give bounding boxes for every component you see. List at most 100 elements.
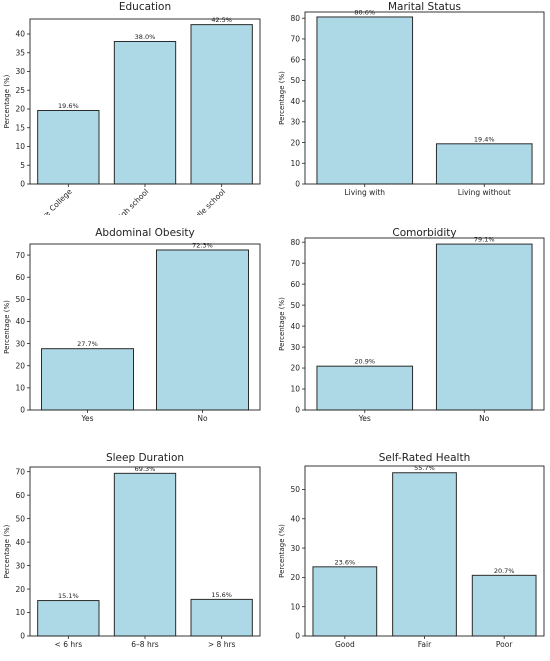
data-label: 69.3% (135, 465, 156, 473)
x-tick-label: < 6 hrs (55, 640, 83, 647)
bar-6-hrs (37, 600, 100, 637)
data-label: 38.0% (135, 33, 156, 41)
y-tick-label: 0 (20, 180, 25, 189)
data-label: 79.1% (474, 236, 495, 244)
self-rated-health-chart: Self-Rated Health Percentage (%) 23.6% Good… (278, 452, 545, 649)
y-tick-label: 70 (290, 35, 300, 44)
y-tick-label: 40 (15, 30, 25, 39)
y-tick-label: 50 (290, 301, 300, 310)
y-tick-label: 30 (290, 544, 300, 553)
bar-yes (41, 348, 134, 411)
y-axis-label: Percentage (%) (3, 74, 11, 128)
chart-panel-education: Education Percentage (%) 19.6% ≥ College 38.… (0, 0, 275, 236)
y-tick-label: 20 (15, 585, 25, 594)
y-tick-label: 50 (290, 485, 300, 494)
y-tick-label: 40 (290, 322, 300, 331)
x-tick-label: Yes (80, 414, 93, 423)
bar-high-school (113, 41, 177, 185)
y-tick-label: 30 (290, 118, 300, 127)
chart-title: Comorbidity (392, 227, 456, 239)
plot-frame (304, 11, 545, 185)
chart-title: Self-Rated Health (379, 452, 471, 464)
data-label: 20.9% (354, 358, 375, 366)
y-tick-label: 70 (15, 467, 25, 476)
bar-good (312, 566, 378, 637)
y-tick-label: 0 (20, 406, 25, 415)
bar-poor (471, 574, 537, 637)
x-tick-label: No (479, 414, 490, 423)
chart-panel-abdominal-obesity: Abdominal Obesity Percentage (%) 27.7% Yes 7… (0, 222, 275, 437)
y-tick-label: 60 (290, 280, 300, 289)
y-tick-label: 70 (290, 259, 300, 268)
y-tick-label: 20 (290, 138, 300, 147)
x-tick-label: Living without (458, 188, 511, 197)
education-chart: Education Percentage (%) 19.6% ≥ College 38.… (3, 1, 261, 236)
y-tick-label: 20 (290, 573, 300, 582)
y-tick-label: 30 (15, 561, 25, 570)
y-axis-label: Percentage (%) (3, 524, 11, 578)
y-tick-label: 5 (20, 161, 25, 170)
chart-panel-comorbidity: Comorbidity Percentage (%) 20.9% Yes 79.1% No… (275, 222, 550, 437)
plot-frame (304, 465, 545, 637)
data-label: 19.4% (474, 135, 495, 143)
bar-no (156, 249, 249, 411)
y-axis-label: Percentage (%) (278, 524, 286, 578)
x-tick-label: ≥ College (41, 187, 74, 215)
x-tick-label: Poor (496, 640, 513, 647)
y-tick-label: 50 (15, 295, 25, 304)
y-tick-label: 35 (15, 48, 25, 57)
data-label: 55.7% (414, 464, 435, 472)
bar-college (37, 110, 100, 185)
y-tick-label: 40 (15, 317, 25, 326)
data-label: 19.6% (58, 102, 79, 110)
y-tick-label: 30 (290, 343, 300, 352)
y-tick-label: 10 (15, 608, 25, 617)
y-tick-label: 70 (15, 251, 25, 260)
chart-panel-self-rated-health: Self-Rated Health Percentage (%) 23.6% Good… (275, 446, 550, 661)
y-tick-label: 80 (290, 14, 300, 23)
bar-middle-school (190, 24, 253, 185)
data-label: 15.1% (58, 592, 79, 600)
sleep-duration-chart: Sleep Duration Percentage (%) 15.1% < 6 hrs… (3, 452, 261, 649)
chart-title: Education (119, 1, 171, 13)
y-tick-label: 50 (290, 76, 300, 85)
y-tick-label: 30 (15, 67, 25, 76)
bar-living-with (316, 16, 414, 185)
y-tick-label: 60 (290, 55, 300, 64)
y-axis-label: Percentage (%) (3, 300, 11, 354)
data-label: 20.7% (494, 567, 515, 575)
chart-title: Marital Status (388, 1, 461, 13)
data-label: 42.5% (211, 16, 232, 24)
data-label: 27.7% (77, 340, 98, 348)
y-tick-label: 10 (290, 385, 300, 394)
y-tick-label: 10 (290, 159, 300, 168)
y-tick-label: 10 (15, 384, 25, 393)
y-tick-label: 20 (290, 364, 300, 373)
x-tick-label: ≤ Middle school (178, 187, 227, 215)
y-tick-label: 10 (290, 602, 300, 611)
y-tick-label: 40 (15, 538, 25, 547)
chart-panel-sleep-duration: Sleep Duration Percentage (%) 15.1% < 6 hrs… (0, 446, 275, 661)
y-tick-label: 30 (15, 339, 25, 348)
plot-frame (304, 237, 545, 411)
y-axis-label: Percentage (%) (278, 297, 286, 351)
data-label: 80.6% (354, 8, 375, 16)
data-label: 15.6% (211, 591, 232, 599)
y-tick-label: 0 (295, 632, 300, 641)
abdominal-obesity-chart: Abdominal Obesity Percentage (%) 27.7% Yes 7… (3, 227, 261, 423)
x-tick-label: Yes (358, 414, 371, 423)
x-tick-label: Living with (344, 188, 385, 197)
bar-8-hrs (190, 598, 253, 637)
comorbidity-chart: Comorbidity Percentage (%) 20.9% Yes 79.1% No… (278, 227, 545, 423)
x-tick-label: Fair (418, 640, 432, 647)
y-tick-label: 0 (20, 632, 25, 641)
y-tick-label: 25 (15, 86, 25, 95)
chart-panel-marital-status: Marital Status Percentage (%) 80.6% Living … (275, 0, 550, 215)
y-tick-label: 80 (290, 238, 300, 247)
x-tick-label: > 8 hrs (208, 640, 236, 647)
x-tick-label: High school (113, 187, 150, 215)
data-label: 72.3% (192, 241, 213, 249)
y-tick-label: 50 (15, 514, 25, 523)
plot-frame (29, 18, 261, 185)
